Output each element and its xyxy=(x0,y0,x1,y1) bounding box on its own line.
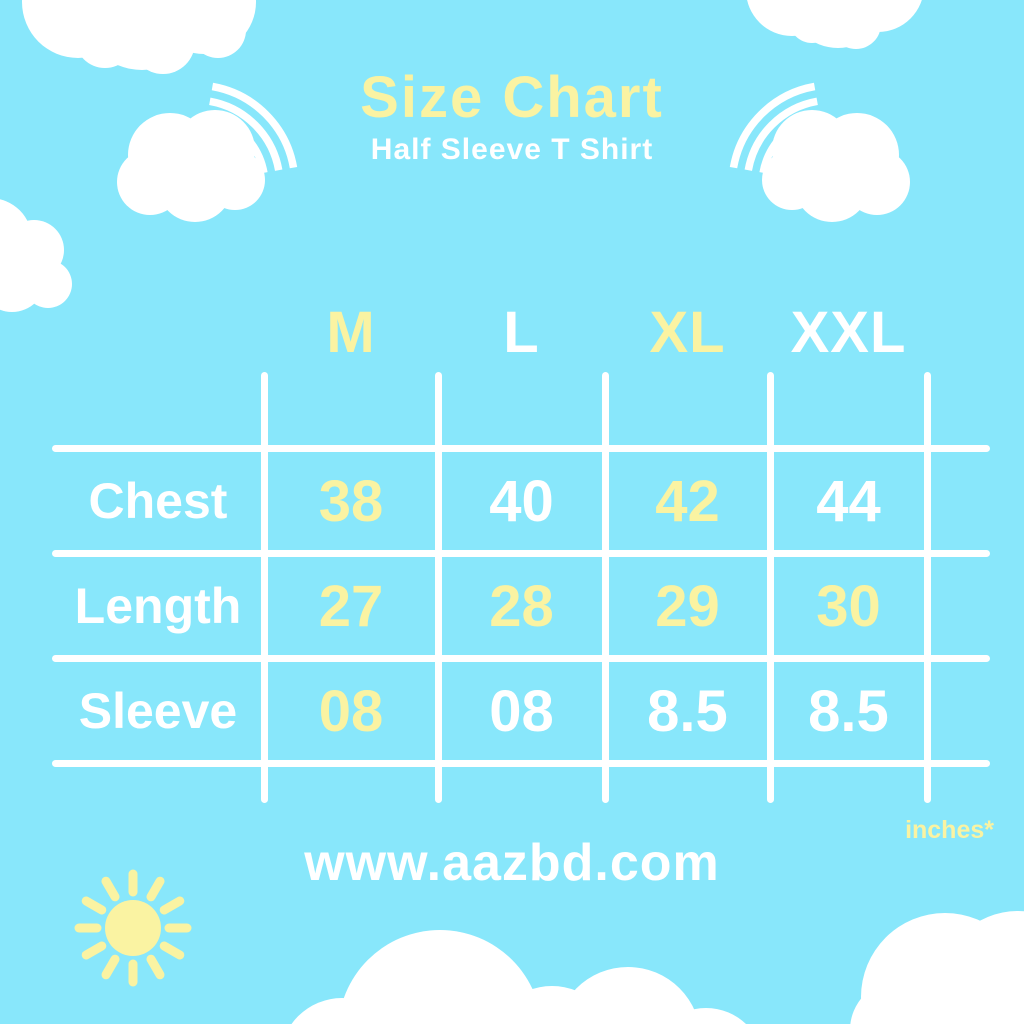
grid-vline xyxy=(924,372,931,803)
cloud-icon xyxy=(850,911,1024,1024)
unit-note: inches* xyxy=(905,815,994,844)
column-header-l: L xyxy=(503,299,540,365)
row-label-length: Length xyxy=(74,578,242,634)
cell-chest-xl: 42 xyxy=(655,468,720,534)
grid-hline xyxy=(52,655,990,662)
cloud-icon xyxy=(22,0,256,74)
cell-sleeve-l: 08 xyxy=(489,678,554,744)
cloud-icon xyxy=(291,930,746,1024)
cell-sleeve-xxl: 8.5 xyxy=(808,678,889,744)
cell-chest-l: 40 xyxy=(489,468,554,534)
cell-length-l: 28 xyxy=(489,573,554,639)
column-header-xl: XL xyxy=(649,299,726,365)
cell-length-xl: 29 xyxy=(655,573,720,639)
row-label-sleeve: Sleeve xyxy=(78,683,238,739)
grid-vline xyxy=(767,372,774,803)
cell-length-m: 27 xyxy=(318,573,384,639)
cloud-icon xyxy=(117,110,265,222)
grid-hline xyxy=(52,445,990,452)
cloud-icon xyxy=(0,199,72,312)
cell-chest-xxl: 44 xyxy=(816,468,881,534)
grid-hline xyxy=(52,760,990,767)
cell-sleeve-m: 08 xyxy=(318,678,384,744)
cloud-icon xyxy=(762,110,910,222)
column-header-xxl: XXL xyxy=(790,299,907,365)
website-url: www.aazbd.com xyxy=(304,834,720,892)
sun-icon xyxy=(74,869,192,987)
column-header-m: M xyxy=(326,299,376,365)
grid-vline xyxy=(602,372,609,803)
grid-vline xyxy=(435,372,442,803)
page-subtitle: Half Sleeve T Shirt xyxy=(370,133,654,166)
row-label-chest: Chest xyxy=(88,473,228,529)
page-title: Size Chart xyxy=(360,64,664,130)
cell-length-xxl: 30 xyxy=(816,573,881,639)
grid-hline xyxy=(52,550,990,557)
cell-chest-m: 38 xyxy=(318,468,384,534)
cell-sleeve-xl: 8.5 xyxy=(647,678,728,744)
cloud-icon xyxy=(747,0,922,49)
grid-vline xyxy=(261,372,268,803)
